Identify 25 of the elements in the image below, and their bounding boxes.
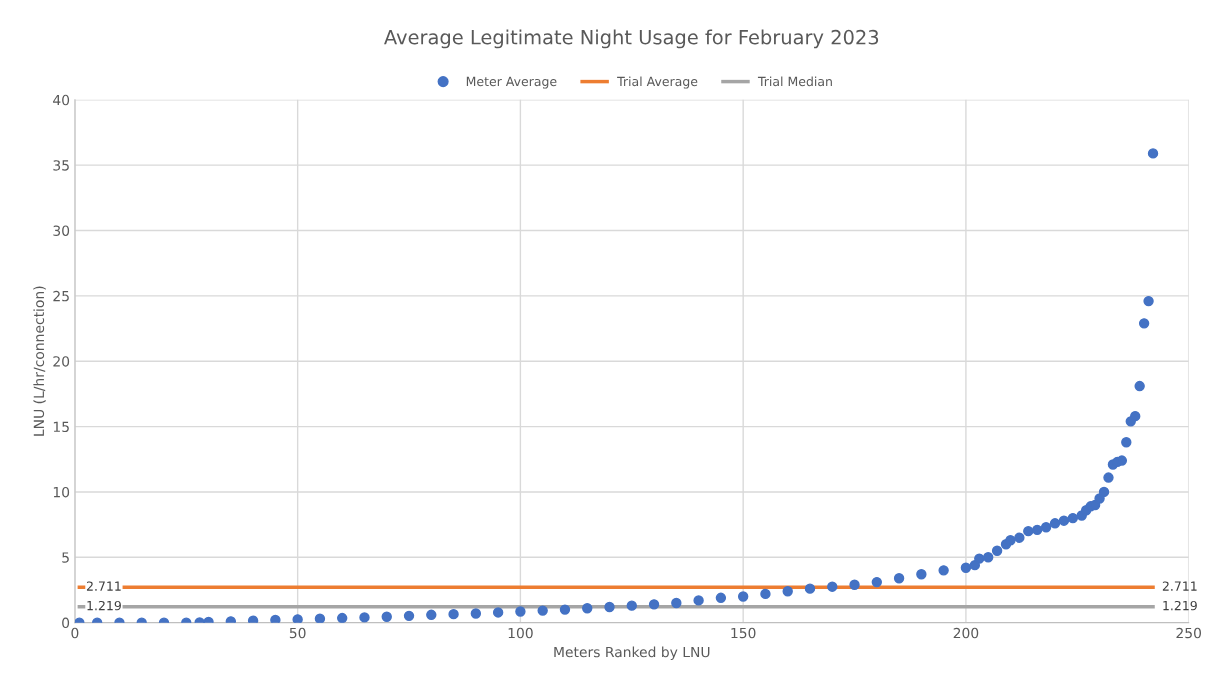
x-tick-label: 100 [508, 627, 533, 639]
y-tick-label: 10 [53, 486, 70, 498]
data-label: 1.219 [1163, 600, 1197, 611]
x-tick-label: 0 [71, 627, 79, 639]
y-tick-label: 25 [53, 290, 69, 302]
y-tick-label: 5 [62, 552, 69, 563]
x-tick-label: 250 [1176, 627, 1201, 639]
y-tick-label: 0 [62, 617, 70, 629]
y-tick-label: 15 [53, 421, 69, 433]
y-tick-label: 40 [53, 94, 70, 106]
x-tick-label: 150 [731, 627, 756, 639]
legend-label: Trial Median [757, 76, 832, 87]
data-label: 2.711 [1162, 581, 1197, 591]
legend-label: Meter Average [466, 76, 557, 89]
y-tick-label: 35 [53, 160, 69, 171]
data-label: 2.711 [86, 581, 121, 591]
data-label: 1.219 [87, 600, 121, 611]
y-tick-label: 30 [53, 225, 70, 236]
x-tick-label: 200 [953, 627, 979, 639]
x-axis-title: Meters Ranked by LNU [554, 646, 710, 660]
chart-title: Average Legitimate Night Usage for February 2023 [384, 29, 879, 49]
x-tick-label: 50 [289, 627, 306, 639]
y-tick-label: 20 [53, 356, 70, 367]
legend-label: Trial Average [617, 76, 698, 89]
y-axis-title: LNU (L/hr/connection) [33, 286, 46, 436]
